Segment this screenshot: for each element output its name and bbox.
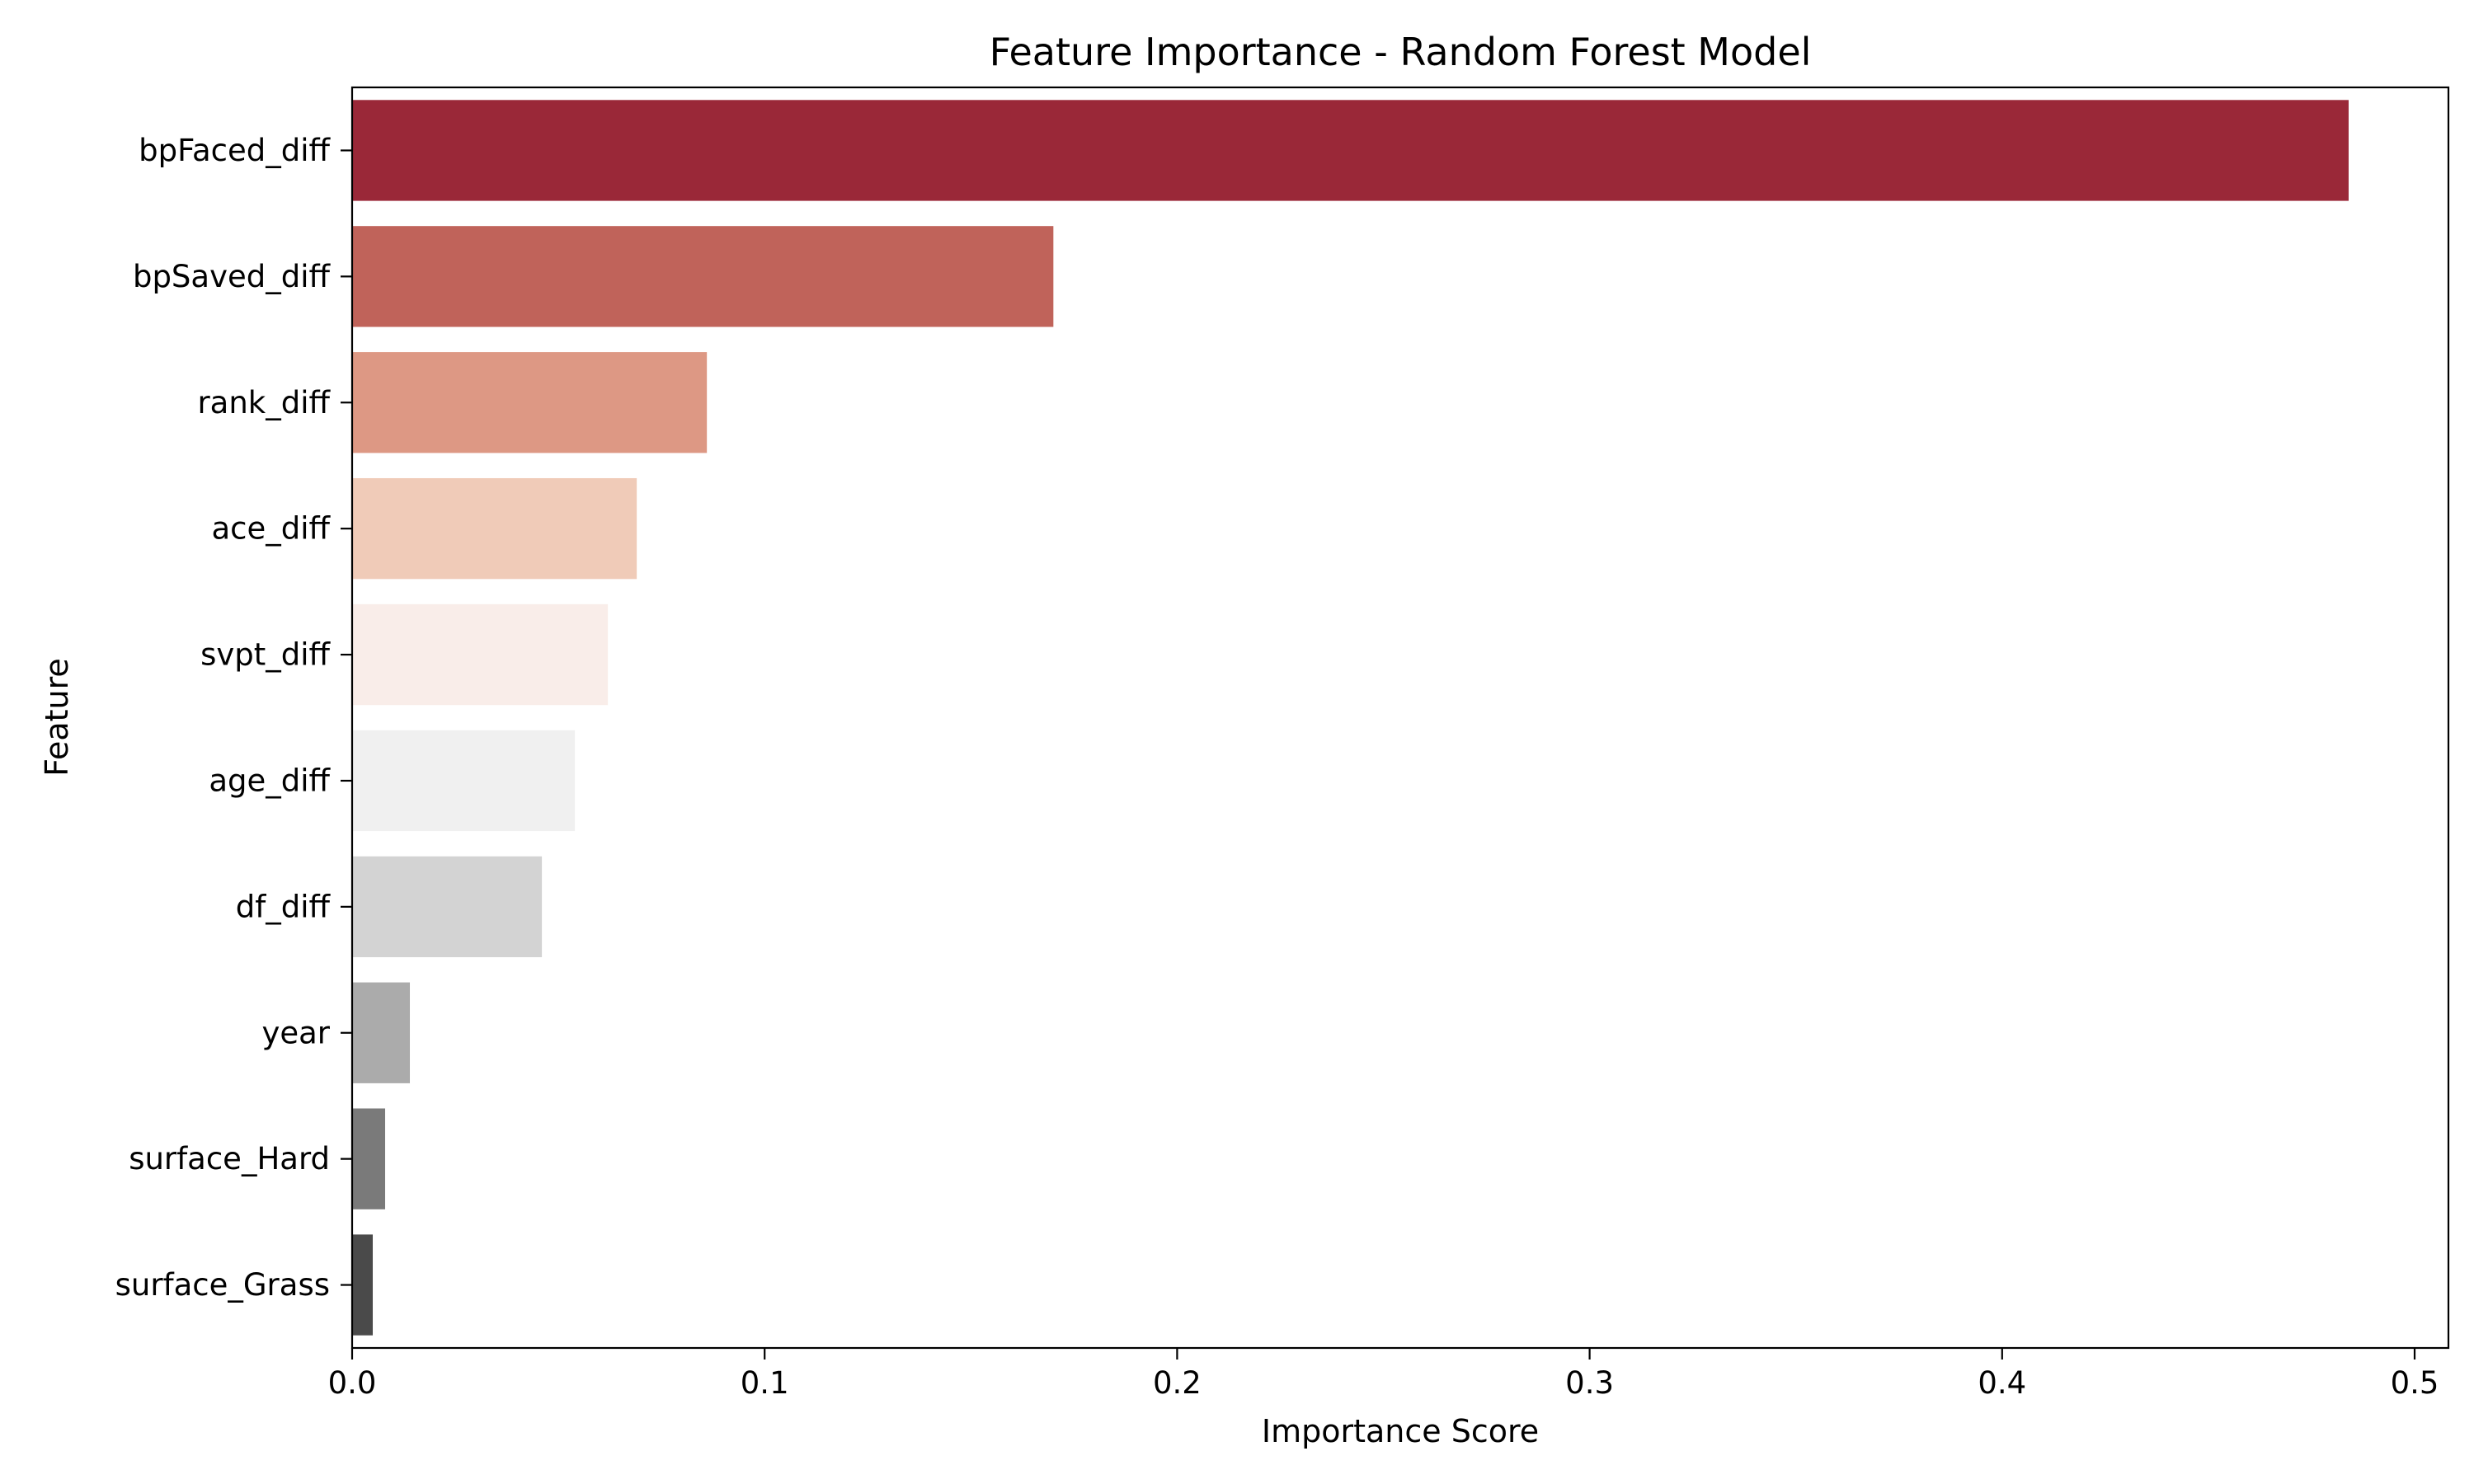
y-tick-label: year	[261, 1015, 330, 1050]
y-tick-label: bpSaved_diff	[133, 259, 332, 294]
x-tick-label: 0.3	[1565, 1365, 1614, 1401]
bar-df-diff	[352, 856, 543, 958]
y-tick-label: surface_Hard	[129, 1141, 330, 1176]
y-tick-label: surface_Grass	[115, 1267, 330, 1303]
x-tick-label: 0.2	[1153, 1365, 1202, 1401]
x-tick-label: 0.0	[328, 1365, 377, 1401]
y-tick-label: rank_diff	[197, 385, 331, 420]
bar-age-diff	[352, 730, 576, 832]
plot-frame	[350, 86, 2450, 1350]
x-tick-label: 0.5	[2391, 1365, 2439, 1401]
bar-ace-diff	[352, 477, 637, 580]
y-tick-label: age_diff	[209, 763, 331, 798]
y-tick-label: bpFaced_diff	[139, 133, 331, 168]
x-axis-title: Importance Score	[1262, 1413, 1539, 1449]
bar-bpfaced-diff	[352, 100, 2349, 201]
bar-surface-hard	[352, 1108, 386, 1209]
bar-bpsaved-diff	[352, 226, 1054, 327]
x-tick-labels: 0.0 0.1 0.2 0.3 0.4 0.5	[328, 1348, 2439, 1401]
y-axis-title: Feature	[39, 658, 75, 777]
y-tick-label: ace_diff	[211, 511, 331, 547]
chart-title: Feature Importance - Random Forest Model	[990, 30, 1812, 74]
bars-layer	[352, 100, 2349, 1336]
bar-surface-grass	[352, 1234, 374, 1336]
bar-rank-diff	[352, 352, 708, 453]
x-tick-label: 0.1	[741, 1365, 789, 1401]
y-tick-label: df_diff	[236, 889, 332, 924]
bar-svpt-diff	[352, 603, 609, 706]
bar-year	[352, 982, 411, 1083]
x-tick-label: 0.4	[1978, 1365, 2026, 1401]
y-tick-label: svpt_diff	[200, 637, 331, 673]
y-tick-labels: bpFaced_diff bpSaved_diff rank_diff ace_dif…	[115, 133, 352, 1303]
